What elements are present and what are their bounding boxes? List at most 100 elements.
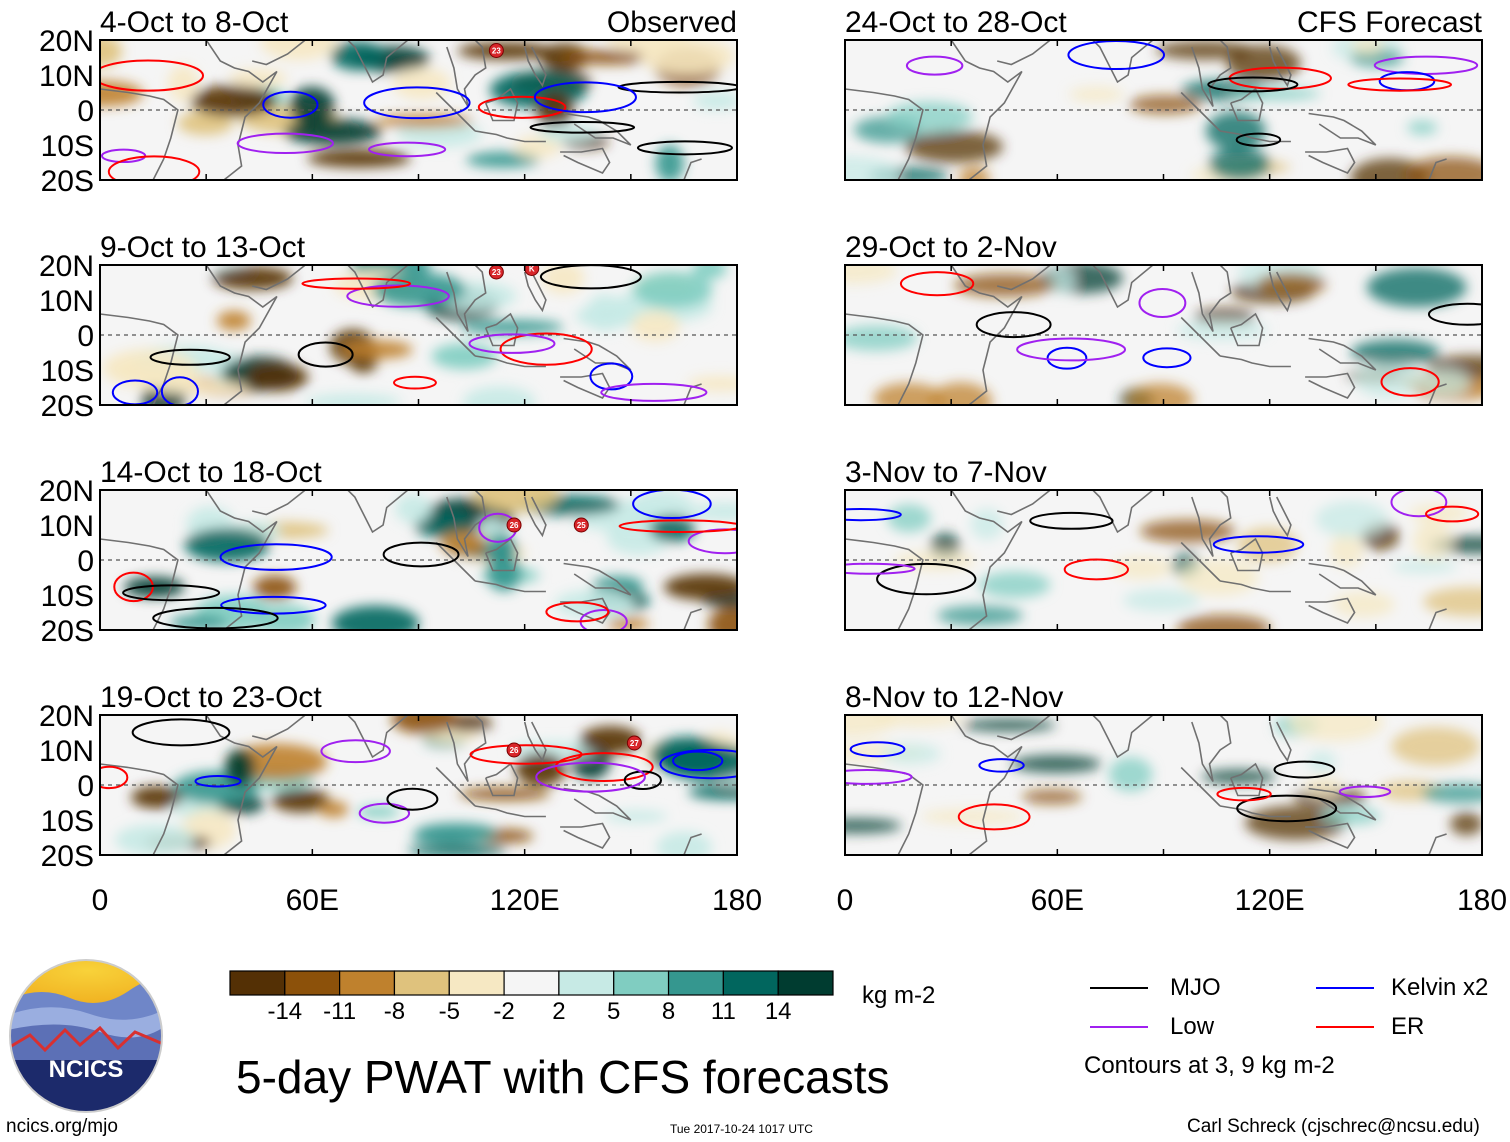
- anomaly-blob: [1407, 120, 1438, 135]
- storm-marker[interactable]: 26: [506, 742, 522, 758]
- storm-marker[interactable]: 23: [488, 265, 504, 280]
- coastline: [1268, 271, 1292, 313]
- anomaly-blob: [101, 348, 197, 388]
- wave-contour: [131, 718, 231, 747]
- coastline: [1308, 562, 1377, 596]
- anomaly-blob: [893, 550, 976, 571]
- colorbar-tick-label: -14: [267, 998, 303, 1025]
- coastline: [205, 715, 278, 855]
- wave-contour: [600, 382, 708, 402]
- wave-contour: [1236, 794, 1338, 823]
- wave-contour: [849, 741, 906, 758]
- storm-marker[interactable]: 26: [506, 517, 522, 533]
- storm-symbol: [626, 735, 642, 751]
- storm-label: 26: [510, 521, 519, 530]
- wave-contour: [905, 55, 964, 76]
- coastline: [950, 490, 1023, 630]
- anomaly-field: [100, 40, 737, 180]
- colorbar-units: kg m-2: [862, 982, 936, 1009]
- panel-date-label: 9-Oct to 13-Oct: [100, 231, 306, 264]
- y-tick-label: 0: [77, 95, 94, 128]
- coastline: [1091, 715, 1156, 759]
- anomaly-blob: [604, 810, 668, 823]
- panel-date-label: 3-Nov to 7-Nov: [845, 456, 1047, 489]
- footer-credit: Carl Schreck (cjschrec@ncsu.edu): [1187, 1116, 1480, 1137]
- x-tick-label: 0: [92, 884, 109, 917]
- wave-contour: [477, 95, 567, 119]
- anomaly-blob: [1069, 86, 1124, 103]
- anomaly-field: [845, 715, 1482, 840]
- coastline: [252, 40, 306, 66]
- panel-date-label: 19-Oct to 23-Oct: [100, 681, 322, 714]
- anomaly-blob: [440, 530, 487, 556]
- anomaly-blob: [1413, 521, 1452, 561]
- coastline: [484, 312, 519, 347]
- coastline: [523, 46, 547, 88]
- wave-contour: [1273, 760, 1336, 779]
- anomaly-blob: [689, 502, 737, 521]
- anomaly-blob: [131, 786, 183, 809]
- storm-label: 23: [492, 47, 501, 56]
- anomaly-blob: [541, 265, 585, 294]
- wave-contour: [535, 761, 646, 793]
- y-tick-label: 0: [77, 545, 94, 578]
- wave-contour: [149, 348, 231, 366]
- colorbar-swatch: [339, 970, 396, 996]
- anomaly-blob: [473, 490, 559, 513]
- y-tick-label: 0: [77, 770, 94, 803]
- anomaly-blob: [960, 718, 1056, 732]
- anomaly-blob: [905, 130, 1004, 163]
- anomaly-blob: [431, 343, 498, 370]
- coastline: [997, 715, 1051, 741]
- wave-contour: [845, 507, 902, 522]
- coastline: [845, 538, 924, 630]
- anomaly-blob: [1330, 532, 1364, 569]
- anomaly-blob: [1129, 95, 1202, 114]
- anomaly-blob: [1409, 503, 1470, 523]
- wave-contour: [1046, 346, 1088, 370]
- wave-contour: [100, 765, 129, 790]
- footer-url[interactable]: ncics.org/mjo: [6, 1116, 118, 1137]
- anomaly-blob: [515, 752, 567, 786]
- anomaly-blob: [1201, 769, 1276, 784]
- wave-contour: [100, 59, 204, 92]
- y-tick-label: 20S: [41, 390, 94, 423]
- anomaly-blob: [177, 111, 234, 136]
- x-tick-label: 60E: [286, 884, 339, 917]
- coastline: [845, 88, 924, 180]
- anomaly-blob: [462, 386, 536, 405]
- coastline: [446, 715, 487, 782]
- anomaly-blob: [1176, 615, 1271, 630]
- coastline: [346, 715, 411, 759]
- anomaly-blob: [1421, 783, 1482, 804]
- anomaly-blob: [649, 515, 696, 543]
- coastline: [484, 762, 519, 797]
- anomaly-blob: [885, 101, 973, 133]
- y-tick-label: 20N: [39, 250, 94, 283]
- storm-marker[interactable]: 27: [626, 735, 642, 751]
- anomaly-blob: [1404, 156, 1482, 180]
- coastline: [435, 91, 476, 132]
- coastline: [1268, 721, 1292, 763]
- storm-marker[interactable]: 25: [573, 517, 589, 533]
- coastline: [560, 822, 611, 849]
- anomaly-blob: [880, 743, 941, 765]
- coastline: [1428, 608, 1447, 630]
- anomaly-blob: [536, 91, 574, 130]
- anomaly-blob: [457, 42, 554, 60]
- wave-contour: [876, 562, 977, 596]
- coastline: [1268, 46, 1292, 88]
- coastline: [446, 40, 487, 107]
- colorbar-swatch: [229, 970, 286, 996]
- panel-date-label: 4-Oct to 8-Oct: [100, 6, 289, 39]
- coastline: [346, 40, 411, 84]
- coastline: [1428, 833, 1447, 855]
- storm-marker[interactable]: K: [524, 262, 540, 276]
- anomaly-blob: [271, 788, 330, 813]
- wave-contour: [363, 86, 471, 120]
- wave-contour: [1142, 347, 1192, 369]
- figure-title: 5-day PWAT with CFS forecasts: [236, 1051, 890, 1103]
- anomaly-blob: [1315, 500, 1388, 538]
- coastline: [1191, 40, 1232, 107]
- storm-marker[interactable]: 23: [488, 43, 504, 58]
